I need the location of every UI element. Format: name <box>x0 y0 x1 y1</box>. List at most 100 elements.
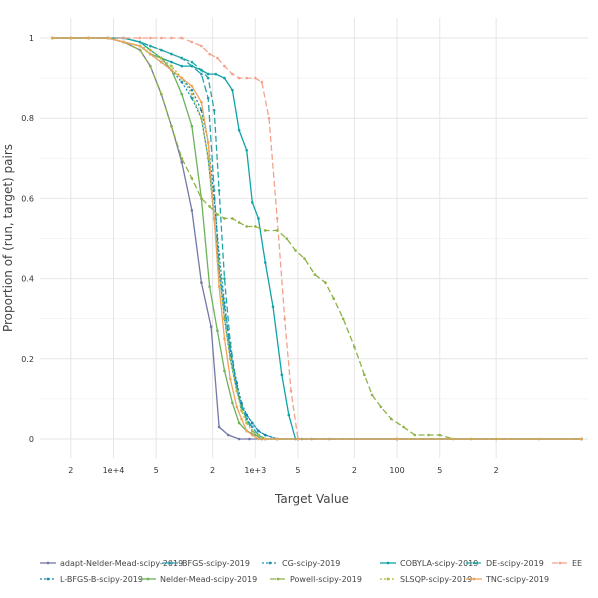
series-line <box>52 37 582 440</box>
series-point <box>395 437 399 441</box>
series-point <box>149 36 152 40</box>
series-point <box>438 433 442 437</box>
series-point <box>223 301 226 304</box>
y-tick-label: 0.4 <box>21 275 34 284</box>
legend-swatch-point <box>146 577 150 581</box>
series-point <box>227 433 230 437</box>
series-point <box>190 40 194 44</box>
series-point <box>235 389 239 393</box>
series-point <box>413 433 417 437</box>
series-point <box>580 437 583 441</box>
series-point <box>170 68 173 72</box>
series-point <box>216 329 219 333</box>
series-point <box>180 56 184 60</box>
legend-label: Powell-scipy-2019 <box>290 575 362 584</box>
series-point <box>223 76 226 80</box>
series-point <box>257 429 260 433</box>
legend-swatch-point <box>472 577 476 581</box>
legend-label: BFGS-scipy-2019 <box>182 559 250 568</box>
y-tick-label: 1 <box>29 34 34 43</box>
x-tick-label: 2 <box>68 466 73 475</box>
y-axis-ticks: 0 0.2 0.4 0.6 0.8 1 <box>21 34 34 444</box>
series-point <box>170 124 173 128</box>
series-point <box>285 237 289 240</box>
series-point <box>303 257 306 260</box>
legend-swatch-point <box>386 561 390 565</box>
series-point <box>271 305 275 308</box>
series-point <box>267 116 271 120</box>
series-point <box>190 96 194 100</box>
series-point <box>245 148 248 152</box>
series-point <box>217 189 221 192</box>
series-point <box>160 56 163 60</box>
series-point <box>149 44 152 48</box>
series-point <box>190 124 194 128</box>
series-point <box>389 417 393 421</box>
series-point <box>160 92 163 96</box>
series-point <box>160 60 163 64</box>
series-point <box>260 80 264 84</box>
legend-label: SLSQP-scipy-2019 <box>400 575 472 584</box>
series-point <box>200 197 203 200</box>
legend-item: TNC-scipy-2019 <box>466 575 549 584</box>
series-point <box>283 317 287 321</box>
series-point <box>402 425 405 429</box>
series-point <box>263 229 267 232</box>
series-point <box>427 433 430 437</box>
legend-item: CG-scipy-2019 <box>262 559 340 568</box>
series-point <box>190 209 194 212</box>
legend: adapt-Nelder-Mead-scipy-2019BFGS-scipy-2… <box>40 559 582 584</box>
legend-item: EE <box>552 559 582 568</box>
y-tick-label: 0.2 <box>21 355 34 364</box>
legend-item: SLSQP-scipy-2019 <box>380 575 472 584</box>
legend-item: L-BFGS-B-scipy-2019 <box>40 575 143 584</box>
series-point <box>149 64 152 68</box>
legend-swatch-point <box>276 577 280 581</box>
series-point <box>223 277 226 280</box>
y-tick-label: 0.6 <box>21 194 34 203</box>
series-point <box>275 217 279 220</box>
x-tick-label: 2 <box>494 466 499 475</box>
series-point <box>240 417 243 421</box>
series-point <box>206 96 210 100</box>
legend-item: DE-scipy-2019 <box>466 559 544 568</box>
series-point <box>216 56 219 60</box>
series-tnc-scipy-2019 <box>51 36 583 441</box>
series-point <box>257 217 260 220</box>
series-point <box>180 161 184 164</box>
series-point <box>229 377 232 381</box>
series-point <box>170 64 173 68</box>
x-tick-label: 5 <box>154 466 159 475</box>
series-point <box>263 437 267 441</box>
series-point <box>200 44 203 48</box>
series-point <box>250 425 254 429</box>
series-point <box>138 40 142 44</box>
series-point <box>223 337 226 341</box>
series-point <box>122 36 125 40</box>
series-point <box>263 433 267 437</box>
series-point <box>149 48 152 52</box>
series-point <box>138 48 142 52</box>
series-point <box>287 413 291 417</box>
series-point <box>275 437 279 441</box>
series-point <box>200 100 203 104</box>
series-point <box>363 373 366 377</box>
series-point <box>257 433 260 437</box>
x-axis-title: Target Value <box>274 492 349 506</box>
grid-lines <box>40 18 588 458</box>
series-point <box>248 437 251 441</box>
series-point <box>190 177 194 180</box>
legend-item: COBYLA-scipy-2019 <box>380 559 478 568</box>
legend-swatch-point <box>558 561 562 565</box>
series-point <box>217 425 221 429</box>
series-point <box>200 281 203 284</box>
series-point <box>231 401 234 405</box>
series-point <box>237 76 241 80</box>
legend-item: Nelder-Mead-scipy-2019 <box>140 575 257 584</box>
series-point <box>170 52 173 56</box>
series-point <box>106 36 109 40</box>
series-point <box>51 36 54 40</box>
x-tick-label: 2 <box>210 466 215 475</box>
series-point <box>257 437 260 441</box>
